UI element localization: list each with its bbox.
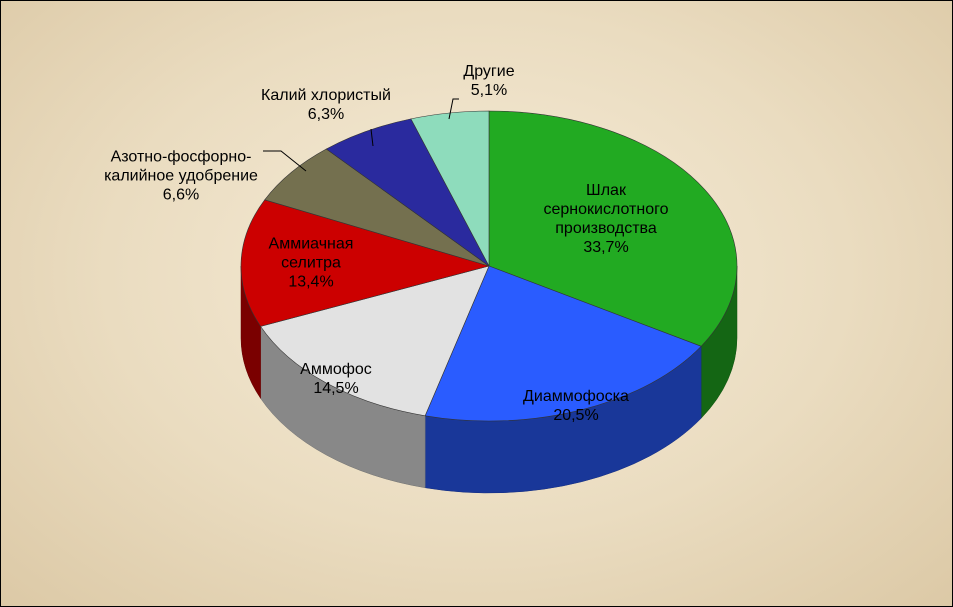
category-label: Диаммофоска <box>523 388 629 405</box>
leader-line <box>448 98 459 120</box>
pie-tops <box>240 110 738 422</box>
pie-sides <box>240 265 738 494</box>
category-label: Аммофос <box>300 361 372 378</box>
slice-label: Азотно-фосфорно-калийное удобрение 6,6% <box>96 148 266 205</box>
value-label: 5,1% <box>470 82 508 99</box>
pie-slice <box>488 110 738 347</box>
category-label: Азотно-фосфорно-калийное удобрение <box>104 148 258 185</box>
slice-label: Диаммофоска 20,5% <box>506 387 646 425</box>
slice-label: Другие 5,1% <box>439 62 539 100</box>
value-label: 6,6% <box>162 186 200 204</box>
pie-slice <box>424 265 702 422</box>
pie-slice <box>260 265 490 417</box>
value-label: 33,7% <box>583 239 629 256</box>
value-label: 14,5% <box>313 380 359 397</box>
category-label: Аммиачная селитра <box>268 235 354 272</box>
category-label: Шлак сернокислотного производства <box>543 182 669 237</box>
slice-label: Шлак сернокислотного производства 33,7% <box>536 181 676 257</box>
category-label: Калий хлористый <box>261 87 391 104</box>
pie-slice <box>410 110 490 267</box>
slice-label: Аммофос 14,5% <box>281 360 391 398</box>
value-label: 20,5% <box>553 407 599 424</box>
value-label: 6,3% <box>307 106 345 123</box>
value-label: 13,4% <box>288 273 334 291</box>
slice-label: Калий хлористый 6,3% <box>226 86 426 124</box>
category-label: Другие <box>463 63 515 80</box>
leader-line <box>370 128 374 147</box>
slice-label: Аммиачная селитра 13,4% <box>256 235 366 292</box>
leader-line <box>263 150 307 172</box>
pie-slice <box>240 199 491 327</box>
leader-lines <box>263 98 459 172</box>
